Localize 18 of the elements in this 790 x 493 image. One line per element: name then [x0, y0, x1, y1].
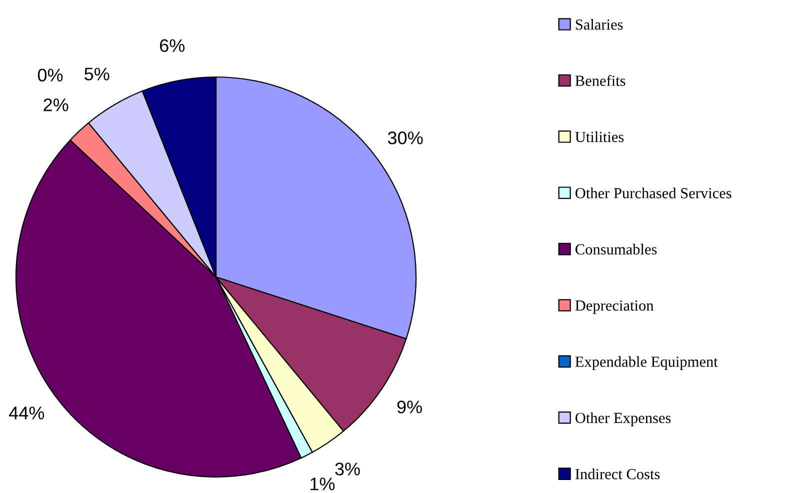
legend-label: Other Expenses [576, 412, 671, 426]
data-label: 1% [310, 478, 335, 490]
legend-label: Benefits [575, 75, 626, 86]
legend-label: Consumables [576, 244, 657, 255]
legend-label: Indirect Costs [575, 468, 660, 480]
legend-label: Expendable Equipment [575, 356, 718, 370]
data-label: 2% [44, 98, 68, 112]
data-label: 44% [9, 406, 44, 420]
legend-label: Other Purchased Services [576, 188, 732, 198]
data-label: 3% [335, 462, 360, 476]
legend-label: Depreciation [575, 300, 654, 314]
data-label: 5% [84, 68, 110, 80]
text: 0% [38, 68, 63, 82]
legend-label: Utilities [575, 131, 624, 142]
data-label: 6% [160, 39, 185, 52]
data-label: 9% [397, 400, 422, 414]
legend-label: Salaries [576, 19, 623, 30]
data-label: 30% [388, 132, 423, 144]
